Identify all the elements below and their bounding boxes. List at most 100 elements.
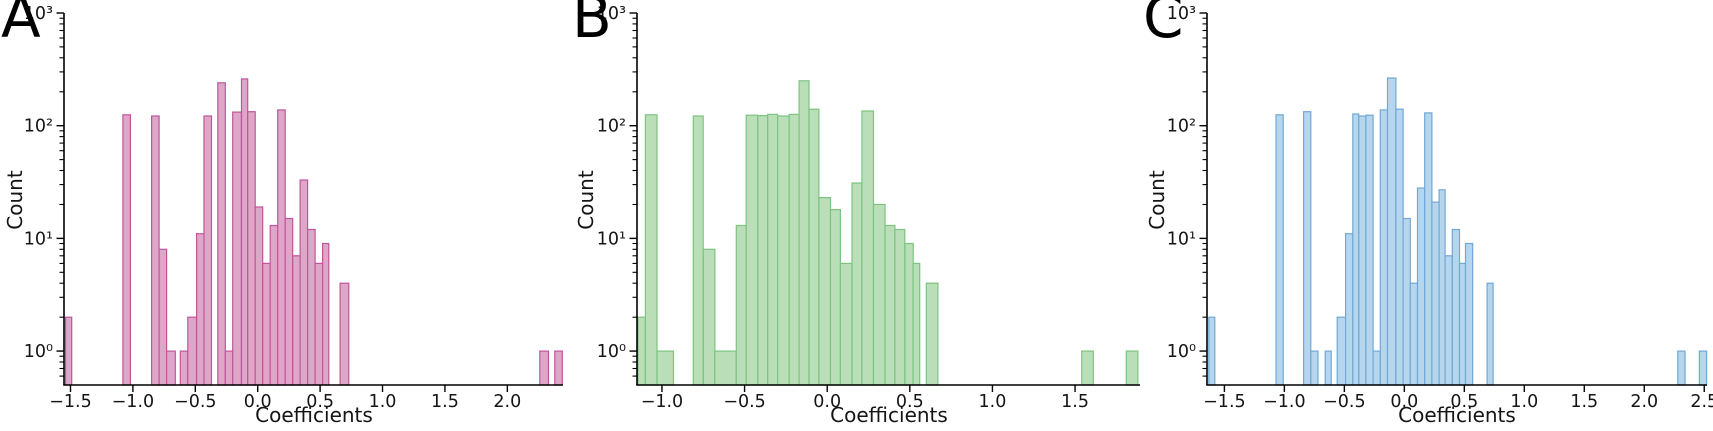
- y-tick-label: 10³: [597, 4, 626, 24]
- histogram-bar: [808, 108, 820, 386]
- histogram-bar: [1345, 233, 1354, 386]
- histogram-bar: [904, 242, 914, 386]
- histogram-bar: [1275, 114, 1284, 386]
- histogram-bar: [872, 203, 886, 386]
- histogram-bar: [1698, 350, 1708, 386]
- histogram-bar: [179, 350, 189, 386]
- x-tick-label: −1.5: [49, 392, 92, 412]
- histogram-bar: [1358, 115, 1367, 386]
- histogram-bar: [1486, 282, 1494, 386]
- x-tick-label: 0.5: [1450, 392, 1478, 412]
- panel-c: −1.5 −1.0 −0.5 0.0 0.5 1.0 1.5 2.0 2.5 10⁰ 10¹ 10² 1…: [1142, 0, 1713, 431]
- y-tick-label: 10²: [597, 117, 626, 137]
- histogram-bar: [322, 242, 330, 386]
- panel-label-c: C: [1143, 0, 1184, 51]
- histogram-bar: [839, 262, 853, 386]
- histogram-bar: [122, 114, 132, 386]
- histogram-bar: [1677, 350, 1686, 386]
- histogram-bar: [656, 350, 675, 386]
- histogram-bar: [262, 262, 271, 386]
- histogram-bar: [818, 197, 832, 386]
- x-axis-title: Coefficients: [1398, 403, 1516, 427]
- y-tick-label: 10³: [1167, 4, 1196, 24]
- histogram-bar: [196, 233, 205, 386]
- histogram-bar: [1336, 316, 1347, 386]
- x-tick-label: −1.0: [112, 392, 155, 412]
- x-tick-label: 1.0: [1510, 392, 1538, 412]
- histogram-bar: [692, 115, 704, 386]
- histogram-bar: [1352, 113, 1360, 386]
- histogram-bar: [1458, 262, 1467, 386]
- histogram-bar: [1208, 316, 1216, 386]
- histogram-bar: [240, 78, 249, 386]
- histogram-bars: [1208, 77, 1708, 386]
- histogram-bar: [894, 228, 906, 386]
- x-tick-label: −0.5: [1323, 392, 1366, 412]
- histogram-bar: [1402, 217, 1411, 386]
- histogram-bar: [851, 182, 863, 386]
- histogram-bar: [1125, 350, 1139, 386]
- x-tick-label: 2.0: [1630, 392, 1658, 412]
- histogram-bar: [203, 115, 213, 386]
- histogram-bar: [217, 82, 226, 386]
- histogram-bar: [232, 111, 242, 386]
- x-tick-label: 1.0: [979, 392, 1007, 412]
- histogram-bar: [1386, 77, 1397, 386]
- histogram-bar: [735, 224, 747, 386]
- x-tick-label: −0.5: [174, 392, 217, 412]
- y-tick-label: 10¹: [597, 229, 626, 249]
- histogram-bar: [292, 255, 301, 386]
- histogram-bars: [64, 78, 563, 386]
- histogram-bar: [1324, 350, 1332, 386]
- x-tick-label: 0.5: [306, 392, 334, 412]
- x-tick-label: −1.5: [1203, 392, 1246, 412]
- histogram-bar: [644, 114, 658, 386]
- y-tick-label: 10⁰: [597, 342, 626, 362]
- x-tick-label: −0.5: [723, 392, 766, 412]
- y-tick-label: 10²: [24, 117, 53, 137]
- histogram-bar: [1372, 350, 1381, 386]
- histogram-bar: [767, 113, 779, 386]
- x-tick-label: 1.5: [1570, 392, 1598, 412]
- histogram-bar: [1365, 114, 1374, 386]
- panel-b: −1.0 −0.5 0.0 0.5 1.0 1.5 10⁰ 10¹ 10² 10³ B Count…: [571, 0, 1142, 431]
- histogram-bar: [637, 316, 647, 386]
- histogram-bar: [1464, 242, 1474, 386]
- histogram-bar: [745, 114, 759, 386]
- histogram-bar: [554, 350, 563, 386]
- y-tick-label: 10²: [1167, 117, 1196, 137]
- y-tick-label: 10¹: [1167, 229, 1196, 249]
- panel-label-b: B: [572, 0, 612, 51]
- y-tick-label: 10³: [24, 4, 53, 24]
- histogram-bar: [912, 262, 921, 386]
- x-tick-label: 0.0: [1390, 392, 1418, 412]
- histogram-bar: [339, 282, 350, 386]
- histogram-bar: [861, 110, 875, 386]
- panel-label-a: A: [1, 0, 41, 51]
- histogram-bar: [151, 115, 160, 386]
- histogram-bar: [798, 80, 810, 386]
- x-tick-label: −1.0: [1263, 392, 1306, 412]
- x-axis-title: Coefficients: [830, 403, 948, 427]
- histogram-bar: [829, 209, 841, 386]
- histogram-bar: [1395, 108, 1404, 386]
- y-axis-title: Count: [574, 170, 598, 230]
- histogram-bar: [187, 316, 198, 386]
- histogram-bar: [277, 109, 286, 386]
- histogram-bar: [1431, 201, 1440, 386]
- x-tick-label: 0.0: [813, 392, 841, 412]
- histogram-bar: [299, 179, 309, 386]
- histogram-bar: [539, 350, 550, 386]
- x-tick-label: 0.0: [244, 392, 272, 412]
- histogram-bar: [777, 115, 790, 386]
- histogram-bar: [166, 350, 176, 386]
- histogram-bar: [1424, 112, 1433, 386]
- histogram-bar: [1081, 350, 1094, 386]
- histogram-bar: [1409, 282, 1419, 386]
- y-tick-label: 10⁰: [24, 342, 53, 362]
- histogram-bar: [284, 217, 294, 386]
- x-tick-label: 2.0: [493, 392, 521, 412]
- x-tick-label: 1.0: [369, 392, 397, 412]
- histogram-bar: [757, 114, 769, 386]
- histogram-bar: [1444, 255, 1453, 386]
